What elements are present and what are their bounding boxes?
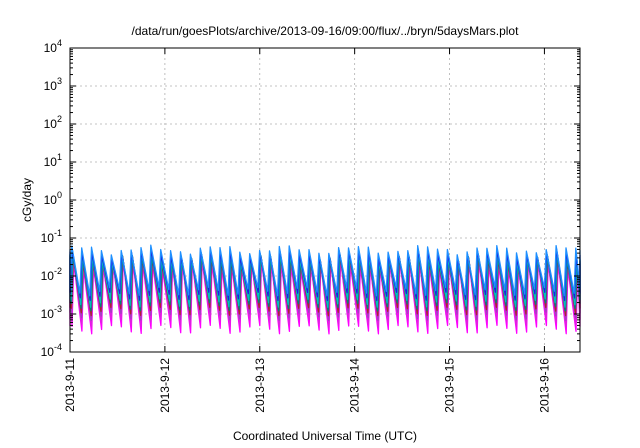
x-tick-label: 2013-9-14: [348, 358, 362, 413]
y-tick-label: 101: [44, 152, 62, 169]
y-tick-label: 104: [44, 38, 62, 55]
x-tick-label: 2013-9-13: [253, 358, 267, 413]
y-tick-label: 100: [44, 190, 62, 207]
plot-area: [69, 244, 581, 335]
y-tick-label: 10-3: [41, 304, 62, 321]
x-tick-label: 2013-9-11: [63, 358, 77, 412]
x-tick-label: 2013-9-12: [158, 358, 172, 413]
y-tick-label: 10-1: [41, 228, 62, 245]
y-axis-label: cGy/day: [20, 178, 34, 222]
x-tick-label: 2013-9-15: [443, 358, 457, 413]
chart-title: /data/run/goesPlots/archive/2013-09-16/0…: [132, 24, 520, 38]
y-tick-label: 102: [44, 114, 62, 131]
ticks-layer: [69, 47, 580, 353]
y-tick-label: 10-4: [41, 342, 62, 359]
y-tick-labels: 10-4 10-3 10-2 10-1 100 101 102 103 104: [41, 38, 62, 359]
y-tick-label: 103: [44, 76, 62, 93]
series-layer: [69, 244, 581, 335]
x-axis-label: Coordinated Universal Time (UTC): [233, 429, 417, 443]
y-tick-label: 10-2: [41, 266, 62, 283]
series-line: [69, 244, 581, 297]
x-tick-labels: 2013-9-11 2013-9-12 2013-9-13 2013-9-14 2013…: [63, 358, 551, 413]
x-tick-label: 2013-9-16: [537, 358, 551, 413]
